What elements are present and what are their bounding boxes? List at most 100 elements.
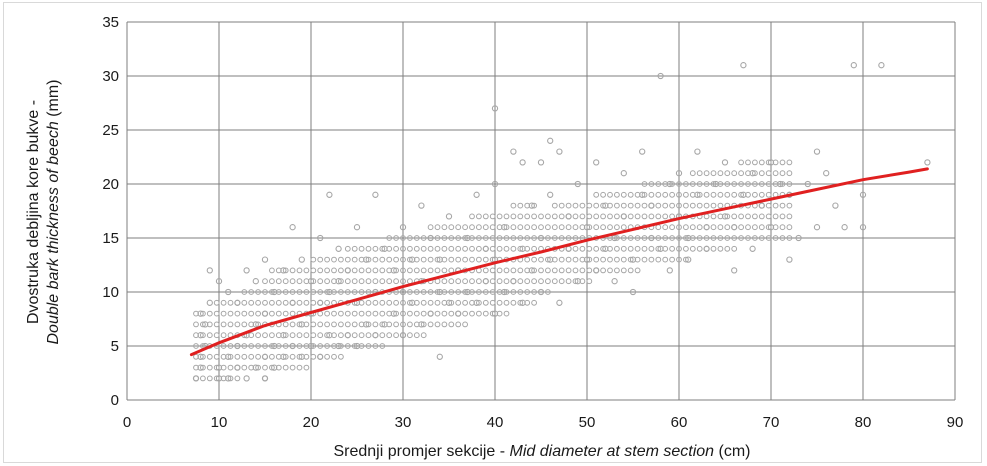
data-point: [441, 278, 448, 285]
data-point: [710, 181, 717, 187]
data-point: [558, 278, 565, 285]
data-point: [200, 310, 206, 317]
data-point: [372, 332, 379, 339]
data-point: [462, 299, 469, 306]
data-point: [282, 321, 289, 328]
data-point: [476, 245, 482, 252]
data-point: [556, 299, 563, 306]
data-point: [386, 278, 393, 285]
data-point: [583, 256, 591, 263]
data-point: [344, 278, 351, 285]
data-point: [696, 245, 703, 252]
data-point: [310, 278, 317, 285]
data-point: [310, 267, 317, 274]
data-point: [441, 245, 448, 252]
data-point: [765, 191, 772, 198]
data-point: [510, 289, 517, 295]
data-point: [767, 224, 775, 231]
data-point: [531, 213, 537, 220]
data-point: [310, 256, 317, 263]
data-point: [496, 267, 503, 274]
data-point: [614, 267, 620, 274]
data-point: [517, 299, 524, 306]
data-point: [804, 180, 811, 188]
data-point: [213, 364, 220, 371]
data-point: [545, 289, 551, 295]
data-point: [351, 289, 358, 295]
data-point: [510, 213, 517, 220]
data-point: [779, 224, 786, 231]
data-point: [243, 375, 250, 382]
data-point: [427, 267, 434, 274]
data-point: [538, 267, 544, 274]
data-point: [710, 213, 717, 220]
data-point: [655, 235, 662, 241]
data-point: [197, 310, 204, 317]
data-point: [197, 364, 204, 371]
data-point: [639, 191, 646, 198]
data-point: [289, 278, 296, 285]
data-point: [455, 245, 462, 252]
data-point: [399, 288, 407, 296]
data-point: [558, 202, 565, 209]
data-point: [310, 321, 317, 328]
data-point: [289, 342, 296, 350]
data-point: [215, 375, 223, 382]
data-point: [551, 235, 558, 241]
data-point: [537, 234, 545, 242]
data-point: [317, 289, 324, 295]
data-point: [496, 278, 503, 285]
data-point: [409, 256, 416, 263]
data-point: [462, 235, 469, 241]
data-point: [765, 181, 772, 187]
data-point: [363, 256, 370, 263]
data-point: [206, 364, 213, 371]
data-point: [634, 235, 641, 241]
data-point: [469, 245, 475, 252]
data-point: [282, 299, 289, 306]
data-point: [324, 299, 331, 306]
data-point: [324, 310, 331, 317]
data-point: [269, 343, 275, 349]
data-point: [749, 245, 756, 252]
data-point: [393, 256, 400, 263]
data-point: [738, 224, 744, 231]
data-point: [282, 332, 289, 339]
data-point: [206, 267, 213, 274]
data-point: [296, 299, 303, 306]
y-tick-label: 30: [102, 68, 119, 85]
data-point: [434, 267, 441, 274]
data-point: [489, 213, 496, 220]
data-point: [496, 213, 503, 220]
data-point: [503, 235, 510, 241]
data-point: [455, 235, 462, 241]
data-point: [365, 245, 372, 252]
data-point: [501, 288, 508, 296]
data-point: [676, 245, 682, 252]
data-point: [572, 224, 579, 231]
data-point: [393, 321, 400, 328]
data-point: [565, 202, 572, 209]
data-point: [262, 364, 268, 371]
data-point: [676, 256, 682, 263]
data-point: [600, 267, 606, 274]
data-point: [639, 148, 646, 155]
data-point: [261, 353, 269, 360]
data-point: [462, 289, 469, 295]
data-point: [710, 202, 717, 209]
data-point: [662, 191, 669, 198]
data-point: [227, 375, 234, 382]
data-point: [786, 256, 793, 263]
data-point: [393, 332, 400, 339]
data-point: [413, 310, 420, 317]
data-point: [379, 245, 386, 252]
data-point: [738, 181, 744, 187]
data-point: [765, 224, 772, 231]
data-point: [662, 213, 669, 220]
data-point: [400, 278, 406, 285]
data-point: [215, 278, 223, 285]
data-point: [234, 321, 241, 328]
data-point: [600, 245, 606, 252]
data-point: [593, 224, 600, 231]
data-point: [427, 245, 434, 252]
